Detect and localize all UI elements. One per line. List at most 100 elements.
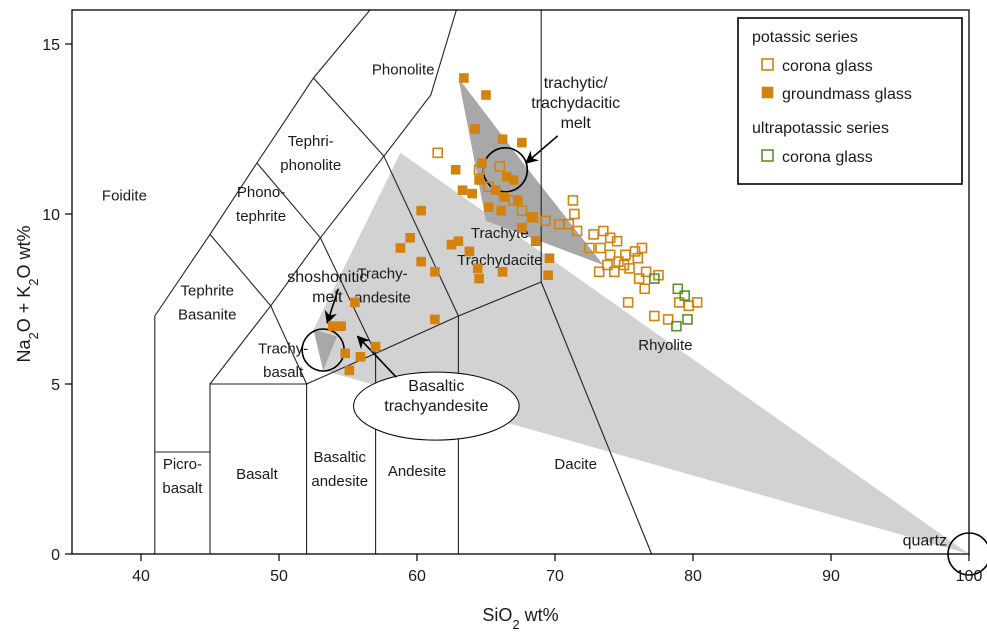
data-point [662, 314, 674, 325]
y-tick-label: 10 [42, 207, 60, 224]
x-tick-label: 100 [956, 568, 983, 585]
field-label-12: Trachyte [471, 225, 529, 242]
data-point [467, 188, 478, 199]
data-point [584, 242, 595, 254]
data-point [494, 161, 506, 172]
data-point [516, 205, 528, 216]
field-boundary-10 [383, 155, 459, 317]
shaded-region-light-0 [313, 152, 969, 554]
field-label-11: andesite [354, 289, 411, 306]
field-label-4: tephrite [236, 208, 286, 225]
legend-entry-label: corona glass [782, 58, 873, 75]
field-label-15: basalt [162, 480, 203, 497]
data-point [593, 266, 605, 278]
data-point [328, 321, 338, 332]
data-point [355, 351, 366, 362]
y-tick-label: 15 [42, 37, 60, 54]
data-point [370, 341, 381, 352]
field-boundary-2 [209, 383, 308, 554]
data-point [405, 233, 415, 243]
data-point [530, 236, 541, 246]
data-point [629, 246, 641, 257]
data-point [497, 266, 508, 277]
data-point [571, 225, 583, 237]
data-point [464, 246, 475, 257]
data-points [328, 73, 703, 376]
data-point [672, 283, 684, 295]
field-boundary-15 [313, 77, 385, 157]
data-point [624, 263, 635, 274]
ticks: 40 50 60 70 80 90 100 0 5 10 15 [42, 37, 982, 585]
data-point [340, 348, 351, 359]
y-tick-label: 5 [51, 377, 60, 394]
data-point [682, 314, 693, 325]
shoshonitic-label: shoshonitic melt [287, 269, 367, 306]
data-point [588, 229, 599, 240]
field-label-7: Phonolite [372, 62, 435, 79]
trachytic-label: trachytic/trachydacitic melt [531, 75, 620, 132]
x-tick-label: 60 [408, 568, 426, 585]
field-label-8: Trachy- [258, 340, 308, 357]
data-point [632, 252, 644, 264]
field-label-6: phonolite [280, 157, 341, 174]
data-point [490, 185, 501, 195]
field-labels: Foidite Tephrite Basanite Phono-tephrite Tep… [102, 62, 693, 497]
data-point [430, 314, 440, 325]
data-point [344, 365, 355, 376]
data-point [649, 273, 660, 284]
y-tick-label: 0 [51, 547, 60, 564]
basaltic-trachyandesite-ellipse [353, 371, 520, 441]
data-point [553, 218, 565, 230]
legend-entry-label: corona glass [782, 149, 873, 166]
data-point [622, 297, 634, 308]
data-point [472, 263, 483, 274]
field-label-0: Foidite [102, 187, 147, 204]
data-point [604, 232, 616, 244]
data-point [336, 321, 346, 332]
data-point [563, 218, 575, 230]
data-point [432, 147, 444, 159]
field-boundary-13 [209, 234, 272, 307]
y-axis-title: Na2O + K2O wt% [14, 225, 41, 362]
annotations: trachytic/trachydacitic melt shoshonitic me… [287, 75, 947, 549]
legend-group-title: potassic series [752, 29, 858, 46]
series-2 [649, 273, 693, 332]
data-point [395, 243, 406, 253]
field-label-3: Phono- [237, 184, 285, 201]
field-label-2: Basanite [178, 306, 236, 323]
data-point [470, 124, 480, 134]
data-point [481, 90, 491, 100]
data-point [597, 225, 609, 237]
field-boundary-11 [319, 237, 377, 354]
legend-marker [761, 58, 774, 71]
data-point [636, 242, 648, 254]
field-label-1: Tephrite [181, 283, 234, 300]
field-label-16: Basalt [236, 466, 279, 483]
data-point [609, 266, 620, 278]
data-point [350, 297, 360, 308]
x-tick-label: 90 [822, 568, 840, 585]
shaded-region-dark-2 [313, 329, 337, 371]
data-point [649, 310, 660, 322]
field-label-18: andesite [311, 473, 368, 490]
data-point [499, 192, 509, 202]
basaltic-arrow [356, 335, 397, 378]
field-boundary-5 [306, 281, 542, 385]
shaded-region-dark-1 [458, 78, 604, 265]
data-point [618, 259, 630, 271]
data-point [613, 256, 624, 267]
data-point [450, 165, 461, 175]
data-point [416, 256, 426, 267]
legend-marker [761, 149, 774, 162]
field-label-5: Tephri- [288, 133, 334, 150]
data-point [611, 235, 623, 247]
basaltic-trachyandesite-label: Basaltic trachyandesite [384, 378, 488, 415]
data-point [416, 205, 426, 216]
field-label-20: Dacite [554, 456, 597, 473]
data-point [671, 320, 682, 332]
legend: potassic series corona glass groundmass gl… [737, 17, 963, 185]
legend-box [737, 17, 963, 185]
data-point [508, 175, 519, 185]
field-label-21: Rhyolite [638, 337, 692, 354]
data-point [679, 290, 691, 301]
